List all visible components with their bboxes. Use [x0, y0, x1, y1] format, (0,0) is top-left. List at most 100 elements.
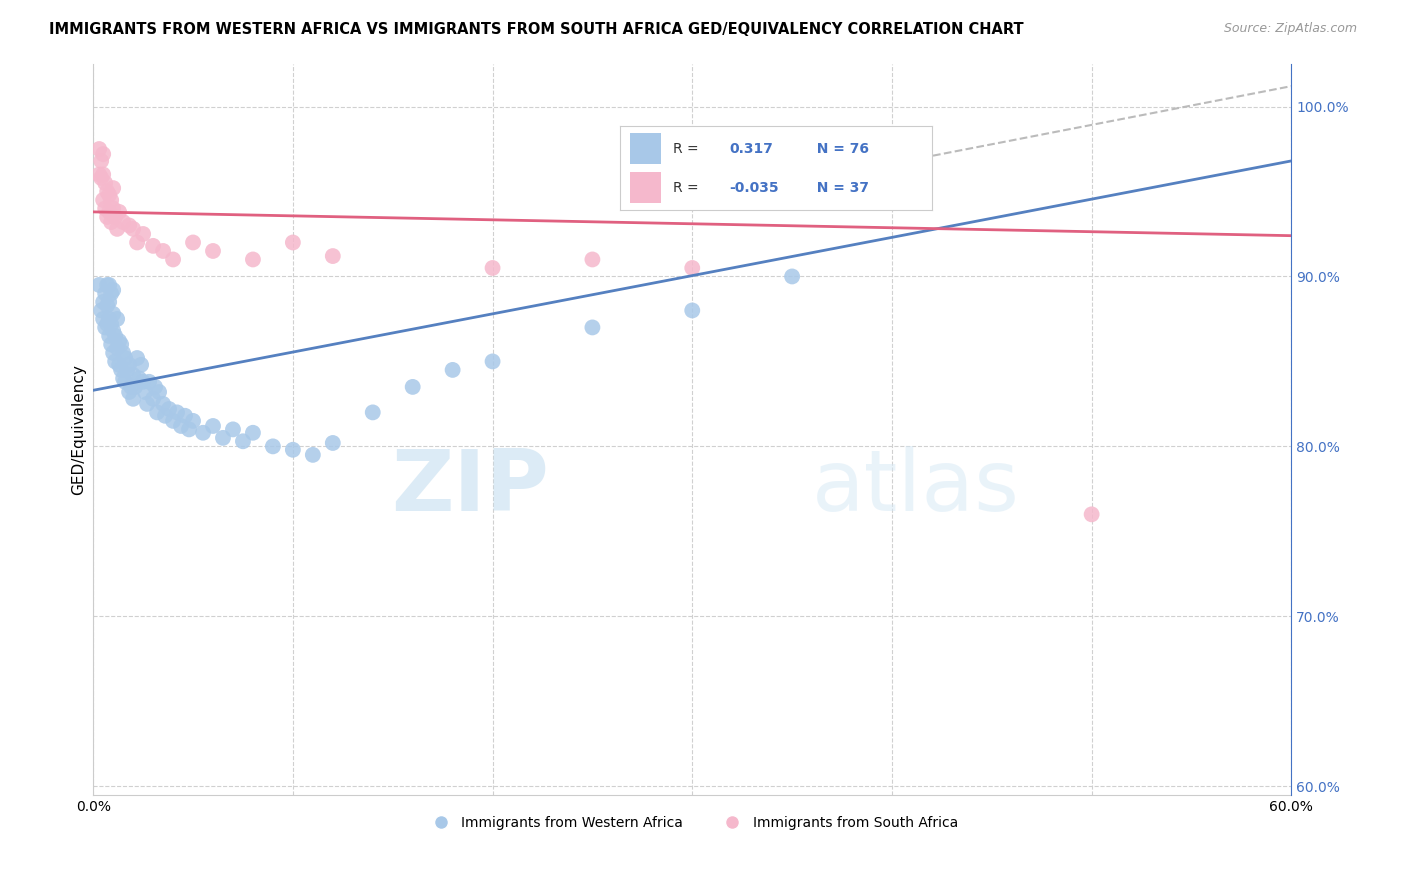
Point — [108, 205, 131, 219]
Point — [138, 375, 160, 389]
Point — [242, 425, 264, 440]
Point — [108, 334, 131, 348]
Point — [98, 187, 121, 202]
Point — [91, 295, 114, 310]
Point — [100, 317, 122, 331]
Point — [146, 405, 169, 419]
Point — [127, 351, 149, 365]
Point — [101, 307, 124, 321]
Point — [114, 351, 136, 365]
Point — [581, 252, 603, 267]
Point — [143, 380, 166, 394]
Point — [122, 392, 145, 406]
Point — [98, 312, 121, 326]
Point — [152, 397, 174, 411]
Point — [402, 380, 425, 394]
Point — [302, 448, 325, 462]
Point — [96, 277, 118, 292]
Point — [91, 193, 114, 207]
Point — [361, 405, 384, 419]
Point — [96, 185, 118, 199]
Point — [153, 409, 176, 423]
Point — [581, 320, 603, 334]
Point — [136, 397, 159, 411]
Point — [91, 168, 114, 182]
Point — [201, 419, 224, 434]
Point — [181, 235, 204, 250]
Point — [129, 358, 152, 372]
Point — [170, 419, 193, 434]
Point — [120, 380, 142, 394]
Point — [101, 346, 124, 360]
Point — [124, 380, 146, 394]
Point — [681, 260, 703, 275]
Point — [162, 252, 184, 267]
Point — [132, 227, 155, 241]
Point — [105, 341, 128, 355]
Point — [98, 277, 121, 292]
Point — [90, 153, 112, 168]
Point — [100, 286, 122, 301]
Point — [128, 371, 150, 385]
Point — [148, 384, 170, 399]
Point — [101, 283, 124, 297]
Point — [114, 375, 136, 389]
Point — [100, 215, 122, 229]
Point — [281, 442, 304, 457]
Point — [242, 252, 264, 267]
Point — [101, 202, 124, 216]
Point — [94, 176, 117, 190]
Point — [322, 436, 344, 450]
Point — [232, 434, 254, 449]
Point — [222, 422, 245, 436]
Point — [100, 193, 122, 207]
Point — [91, 147, 114, 161]
Point — [104, 354, 127, 368]
Point — [98, 295, 121, 310]
Point — [110, 363, 132, 377]
Point — [162, 414, 184, 428]
Point — [174, 409, 197, 423]
Point — [122, 222, 145, 236]
Point — [152, 244, 174, 258]
Point — [94, 320, 117, 334]
Point — [94, 202, 117, 216]
Point — [142, 392, 165, 406]
Point — [681, 303, 703, 318]
Point — [212, 431, 235, 445]
Point — [118, 384, 141, 399]
Legend: Immigrants from Western Africa, Immigrants from South Africa: Immigrants from Western Africa, Immigran… — [420, 810, 963, 835]
Point — [118, 358, 141, 372]
Point — [201, 244, 224, 258]
Point — [89, 142, 111, 156]
Point — [122, 368, 145, 382]
Point — [101, 181, 124, 195]
Point — [89, 168, 111, 182]
Point — [98, 329, 121, 343]
Point — [112, 215, 135, 229]
Point — [105, 312, 128, 326]
Point — [1080, 508, 1102, 522]
Point — [191, 425, 214, 440]
Point — [98, 205, 121, 219]
Point — [115, 363, 138, 377]
Point — [481, 260, 503, 275]
Point — [177, 422, 200, 436]
Point — [104, 329, 127, 343]
Point — [132, 375, 155, 389]
Point — [101, 324, 124, 338]
Text: ZIP: ZIP — [391, 446, 548, 529]
Point — [94, 286, 117, 301]
Point — [112, 346, 135, 360]
Point — [262, 439, 284, 453]
Point — [181, 414, 204, 428]
Point — [90, 303, 112, 318]
Point — [100, 337, 122, 351]
Y-axis label: GED/Equivalency: GED/Equivalency — [72, 364, 86, 495]
Point — [281, 235, 304, 250]
Text: Source: ZipAtlas.com: Source: ZipAtlas.com — [1223, 22, 1357, 36]
Point — [166, 405, 188, 419]
Point — [142, 239, 165, 253]
Point — [481, 354, 503, 368]
Point — [127, 235, 149, 250]
